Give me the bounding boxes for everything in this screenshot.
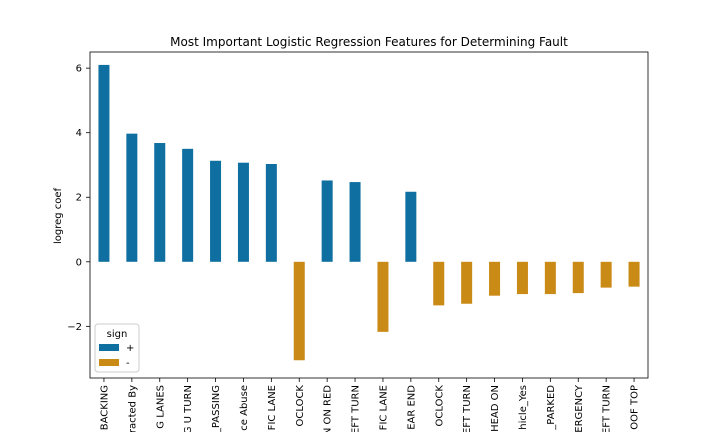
x-tick-label: ce Abuse xyxy=(239,385,250,431)
bar xyxy=(405,191,417,262)
plot-frame xyxy=(89,51,649,379)
bar xyxy=(321,180,333,262)
x-tick-label: G U TURN xyxy=(183,385,194,432)
bar xyxy=(210,160,222,262)
x-tick-label: FIC LANE xyxy=(378,385,389,430)
x-tick-label: EAR END xyxy=(406,385,417,430)
x-tick-label: OCLOCK xyxy=(295,385,306,427)
x-tick-label: N ON RED xyxy=(323,385,334,432)
y-tick-label: 2 xyxy=(76,193,82,204)
bar xyxy=(433,261,445,306)
legend: sign + - xyxy=(94,323,140,373)
y-axis: 6 4 2 0 −2 xyxy=(67,64,90,333)
x-tick-label: _PARKED xyxy=(546,385,557,431)
bar xyxy=(461,261,473,304)
y-axis-label: logreg coef xyxy=(53,187,64,244)
chart-title: Most Important Logistic Regression Featu… xyxy=(170,35,568,49)
bar xyxy=(572,261,584,294)
bar xyxy=(628,261,640,287)
bar xyxy=(516,261,528,295)
y-tick-label: −2 xyxy=(67,322,82,333)
x-tick-label: FIC LANE xyxy=(267,385,278,430)
bar xyxy=(182,148,194,262)
bar xyxy=(544,261,556,295)
x-tick-label: OCLOCK xyxy=(434,385,445,427)
bar xyxy=(377,261,389,332)
bar xyxy=(349,182,361,262)
bar xyxy=(489,261,501,296)
y-tick-label: 0 xyxy=(76,257,82,268)
bar xyxy=(600,261,612,288)
bar xyxy=(126,133,138,262)
x-tick-label: EFT TURN xyxy=(351,385,362,432)
legend-label: + xyxy=(126,343,134,354)
legend-swatch xyxy=(99,359,119,366)
bar xyxy=(265,164,277,262)
y-tick-label: 4 xyxy=(76,128,82,139)
x-tick-label: hicle_Yes xyxy=(518,385,529,430)
x-tick-label: EFT TURN xyxy=(462,385,473,432)
x-tick-label: racted By xyxy=(127,385,138,432)
bar xyxy=(293,261,305,361)
y-tick-label: 6 xyxy=(76,64,82,75)
x-tick-label: G LANES xyxy=(155,385,166,429)
x-tick-label: OOF TOP xyxy=(630,385,641,430)
x-tick-label: ERGENCY xyxy=(574,384,585,432)
bars xyxy=(98,64,640,361)
x-axis: BACKING racted By G LANES G U TURN _PASSING c… xyxy=(99,378,641,432)
x-tick-label: EFT TURN xyxy=(602,385,613,432)
x-tick-label: _PASSING xyxy=(211,385,222,432)
bar xyxy=(154,143,166,262)
legend-swatch xyxy=(99,344,119,351)
legend-label: - xyxy=(126,358,130,369)
x-tick-label: BACKING xyxy=(99,385,110,430)
bar xyxy=(237,162,249,262)
legend-title: sign xyxy=(107,329,128,340)
bar xyxy=(98,64,110,262)
x-tick-label: HEAD ON xyxy=(490,385,501,432)
